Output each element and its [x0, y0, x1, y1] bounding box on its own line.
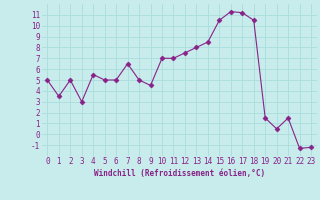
X-axis label: Windchill (Refroidissement éolien,°C): Windchill (Refroidissement éolien,°C) — [94, 169, 265, 178]
